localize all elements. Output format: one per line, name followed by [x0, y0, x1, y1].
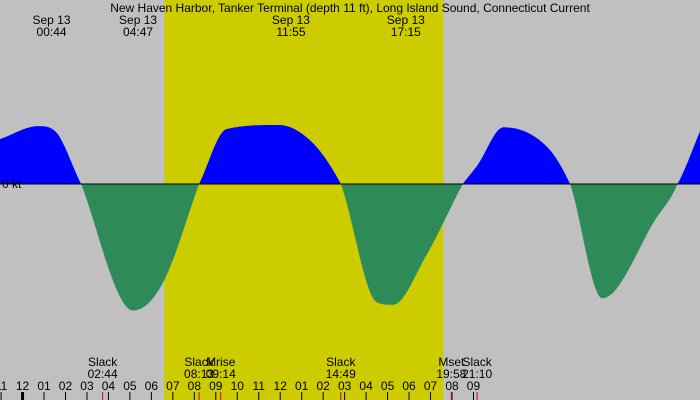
event-label: Mset	[438, 355, 465, 369]
event-label: Slack	[88, 355, 118, 369]
event-time: 08:13	[184, 367, 214, 381]
hour-tick-label: 08	[188, 379, 202, 393]
hour-tick-label: 01	[295, 379, 309, 393]
hour-tick-label: 03	[80, 379, 94, 393]
hour-tick-label: 12	[274, 379, 288, 393]
event-time: 19:58	[436, 367, 466, 381]
event-time: 14:49	[326, 367, 356, 381]
hour-tick-label: 10	[231, 379, 245, 393]
hour-tick-label: 04	[359, 379, 373, 393]
top-annotation-time: 00:44	[37, 25, 67, 39]
event-label: Slack	[462, 355, 492, 369]
top-annotation-time: 04:47	[123, 25, 153, 39]
top-annotation-time: 17:15	[391, 25, 421, 39]
hour-tick-label: 02	[59, 379, 73, 393]
top-annotation-date: Sep 13	[387, 13, 425, 27]
hour-tick-label: 11	[253, 379, 266, 393]
chart-title: New Haven Harbor, Tanker Terminal (depth…	[110, 1, 590, 15]
zero-knot-label: 0 kt	[2, 177, 22, 191]
hour-tick-label: 07	[424, 379, 438, 393]
event-label: Slack	[326, 355, 356, 369]
hour-tick-label: 09	[209, 379, 223, 393]
ebb-current-area	[0, 184, 700, 311]
hour-tick-label: 12	[16, 379, 30, 393]
hour-tick-label: 11	[0, 379, 8, 393]
event-time: 21:10	[462, 367, 492, 381]
top-annotation-date: Sep 13	[33, 13, 71, 27]
hour-tick-label: 09	[467, 379, 481, 393]
hour-tick-label: 03	[338, 379, 352, 393]
top-annotation-date: Sep 13	[119, 13, 157, 27]
event-time: 09:14	[206, 367, 236, 381]
hour-tick-label: 07	[166, 379, 180, 393]
event-label: Slack	[184, 355, 214, 369]
hour-tick-label: 04	[102, 379, 116, 393]
hour-tick-label: 05	[123, 379, 137, 393]
top-annotation-date: Sep 13	[272, 13, 310, 27]
hour-tick-label: 01	[37, 379, 51, 393]
event-time: 02:44	[88, 367, 118, 381]
hour-tick-label: 06	[145, 379, 159, 393]
event-label: Mrise	[206, 355, 236, 369]
bottom-events: Slack02:44Slack08:13Mrise09:14Slack14:49…	[88, 355, 493, 381]
top-annotation-time: 11:55	[276, 25, 305, 39]
hour-tick-label: 05	[381, 379, 395, 393]
hour-tick-label: 02	[316, 379, 330, 393]
hour-tick-label: 08	[445, 379, 459, 393]
hour-tick-label: 06	[402, 379, 416, 393]
flood-current-area	[0, 125, 700, 184]
hour-axis: 11 12 01 02 03 04 05 06 07 08 09 10 11 12 01 02 03 04 05 06…	[0, 379, 480, 400]
